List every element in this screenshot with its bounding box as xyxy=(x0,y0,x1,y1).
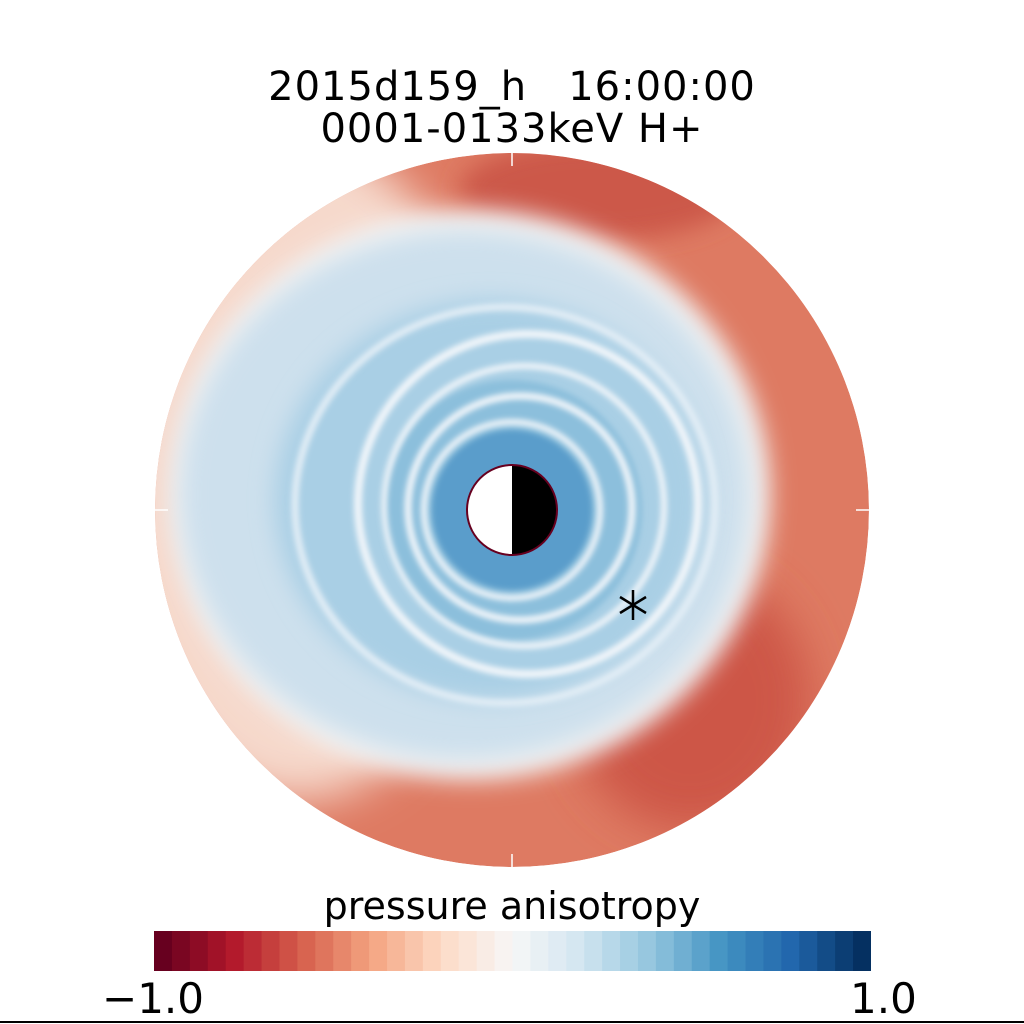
ring-2 xyxy=(404,392,636,624)
colorbar-step xyxy=(422,931,442,971)
colorbar-step xyxy=(189,931,209,971)
colorbar-step xyxy=(817,931,836,971)
colorbar-step xyxy=(440,931,460,971)
colorbar-step xyxy=(835,931,854,971)
colorbar-step xyxy=(727,931,747,971)
colorbar-step xyxy=(225,931,245,971)
colorbar-step xyxy=(154,931,173,971)
colorbar-step xyxy=(637,931,657,971)
satellite-marker-icon xyxy=(619,590,647,620)
colorbar-step xyxy=(620,931,639,971)
colorbar-step xyxy=(799,931,818,971)
colorbar-step xyxy=(709,931,729,971)
colorbar-step xyxy=(333,931,352,971)
colorbar-step xyxy=(781,931,800,971)
colorbar-step xyxy=(763,931,782,971)
chart-title: 2015d159_h 16:00:00 xyxy=(268,64,756,110)
colorbar-step xyxy=(315,931,334,971)
colorbar-step xyxy=(673,931,693,971)
colorbar-step xyxy=(458,931,478,971)
ring-4 xyxy=(354,330,702,678)
ring-1 xyxy=(421,419,603,601)
bottom-rule xyxy=(0,1021,1024,1023)
colorbar-step xyxy=(207,931,227,971)
colorbar-step xyxy=(404,931,424,971)
ring-3 xyxy=(381,363,667,649)
colorbar-step xyxy=(566,931,585,971)
colorbar-step xyxy=(512,931,532,971)
colorbar-label: pressure anisotropy xyxy=(323,884,701,928)
colorbar xyxy=(154,931,871,971)
colorbar-step xyxy=(548,931,567,971)
colorbar-step xyxy=(243,931,263,971)
colorbar-step xyxy=(297,931,316,971)
ring-5 xyxy=(291,303,719,707)
colorbar-step xyxy=(387,931,406,971)
colorbar-step xyxy=(584,931,603,971)
colorbar-step xyxy=(369,931,388,971)
colorbar-max-label: 1.0 xyxy=(850,974,917,1023)
axis-ticks xyxy=(155,153,869,867)
colorbar-step xyxy=(279,931,299,971)
colorbar-step xyxy=(261,931,281,971)
colorbar-step xyxy=(171,931,191,971)
colorbar-step xyxy=(655,931,675,971)
colorbar-step xyxy=(530,931,549,971)
colorbar-step xyxy=(745,931,765,971)
ring-structures xyxy=(291,303,719,707)
colorbar-step xyxy=(351,931,370,971)
colorbar-min-label: −1.0 xyxy=(102,974,204,1023)
earth-icon xyxy=(466,464,558,556)
colorbar-step xyxy=(602,931,621,971)
colorbar-step xyxy=(494,931,514,971)
anisotropy-field xyxy=(155,153,869,867)
colorbar-step xyxy=(691,931,711,971)
chart-subtitle: 0001-0133keV H+ xyxy=(320,106,704,152)
colorbar-step xyxy=(476,931,496,971)
colorbar-step xyxy=(853,931,871,971)
